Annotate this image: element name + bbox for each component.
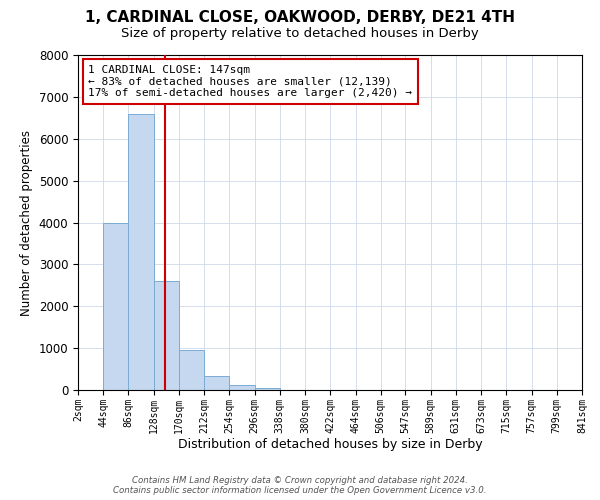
Y-axis label: Number of detached properties: Number of detached properties xyxy=(20,130,33,316)
Bar xyxy=(128,114,154,390)
X-axis label: Distribution of detached houses by size in Derby: Distribution of detached houses by size … xyxy=(178,438,482,452)
Bar xyxy=(154,281,179,390)
Text: Contains HM Land Registry data © Crown copyright and database right 2024.
Contai: Contains HM Land Registry data © Crown c… xyxy=(113,476,487,495)
Bar xyxy=(103,222,128,390)
Text: Size of property relative to detached houses in Derby: Size of property relative to detached ho… xyxy=(121,28,479,40)
Text: 1, CARDINAL CLOSE, OAKWOOD, DERBY, DE21 4TH: 1, CARDINAL CLOSE, OAKWOOD, DERBY, DE21 … xyxy=(85,10,515,25)
Bar xyxy=(204,376,229,390)
Bar xyxy=(229,385,254,390)
Bar xyxy=(254,388,280,390)
Text: 1 CARDINAL CLOSE: 147sqm
← 83% of detached houses are smaller (12,139)
17% of se: 1 CARDINAL CLOSE: 147sqm ← 83% of detach… xyxy=(88,65,412,98)
Bar xyxy=(179,350,204,390)
